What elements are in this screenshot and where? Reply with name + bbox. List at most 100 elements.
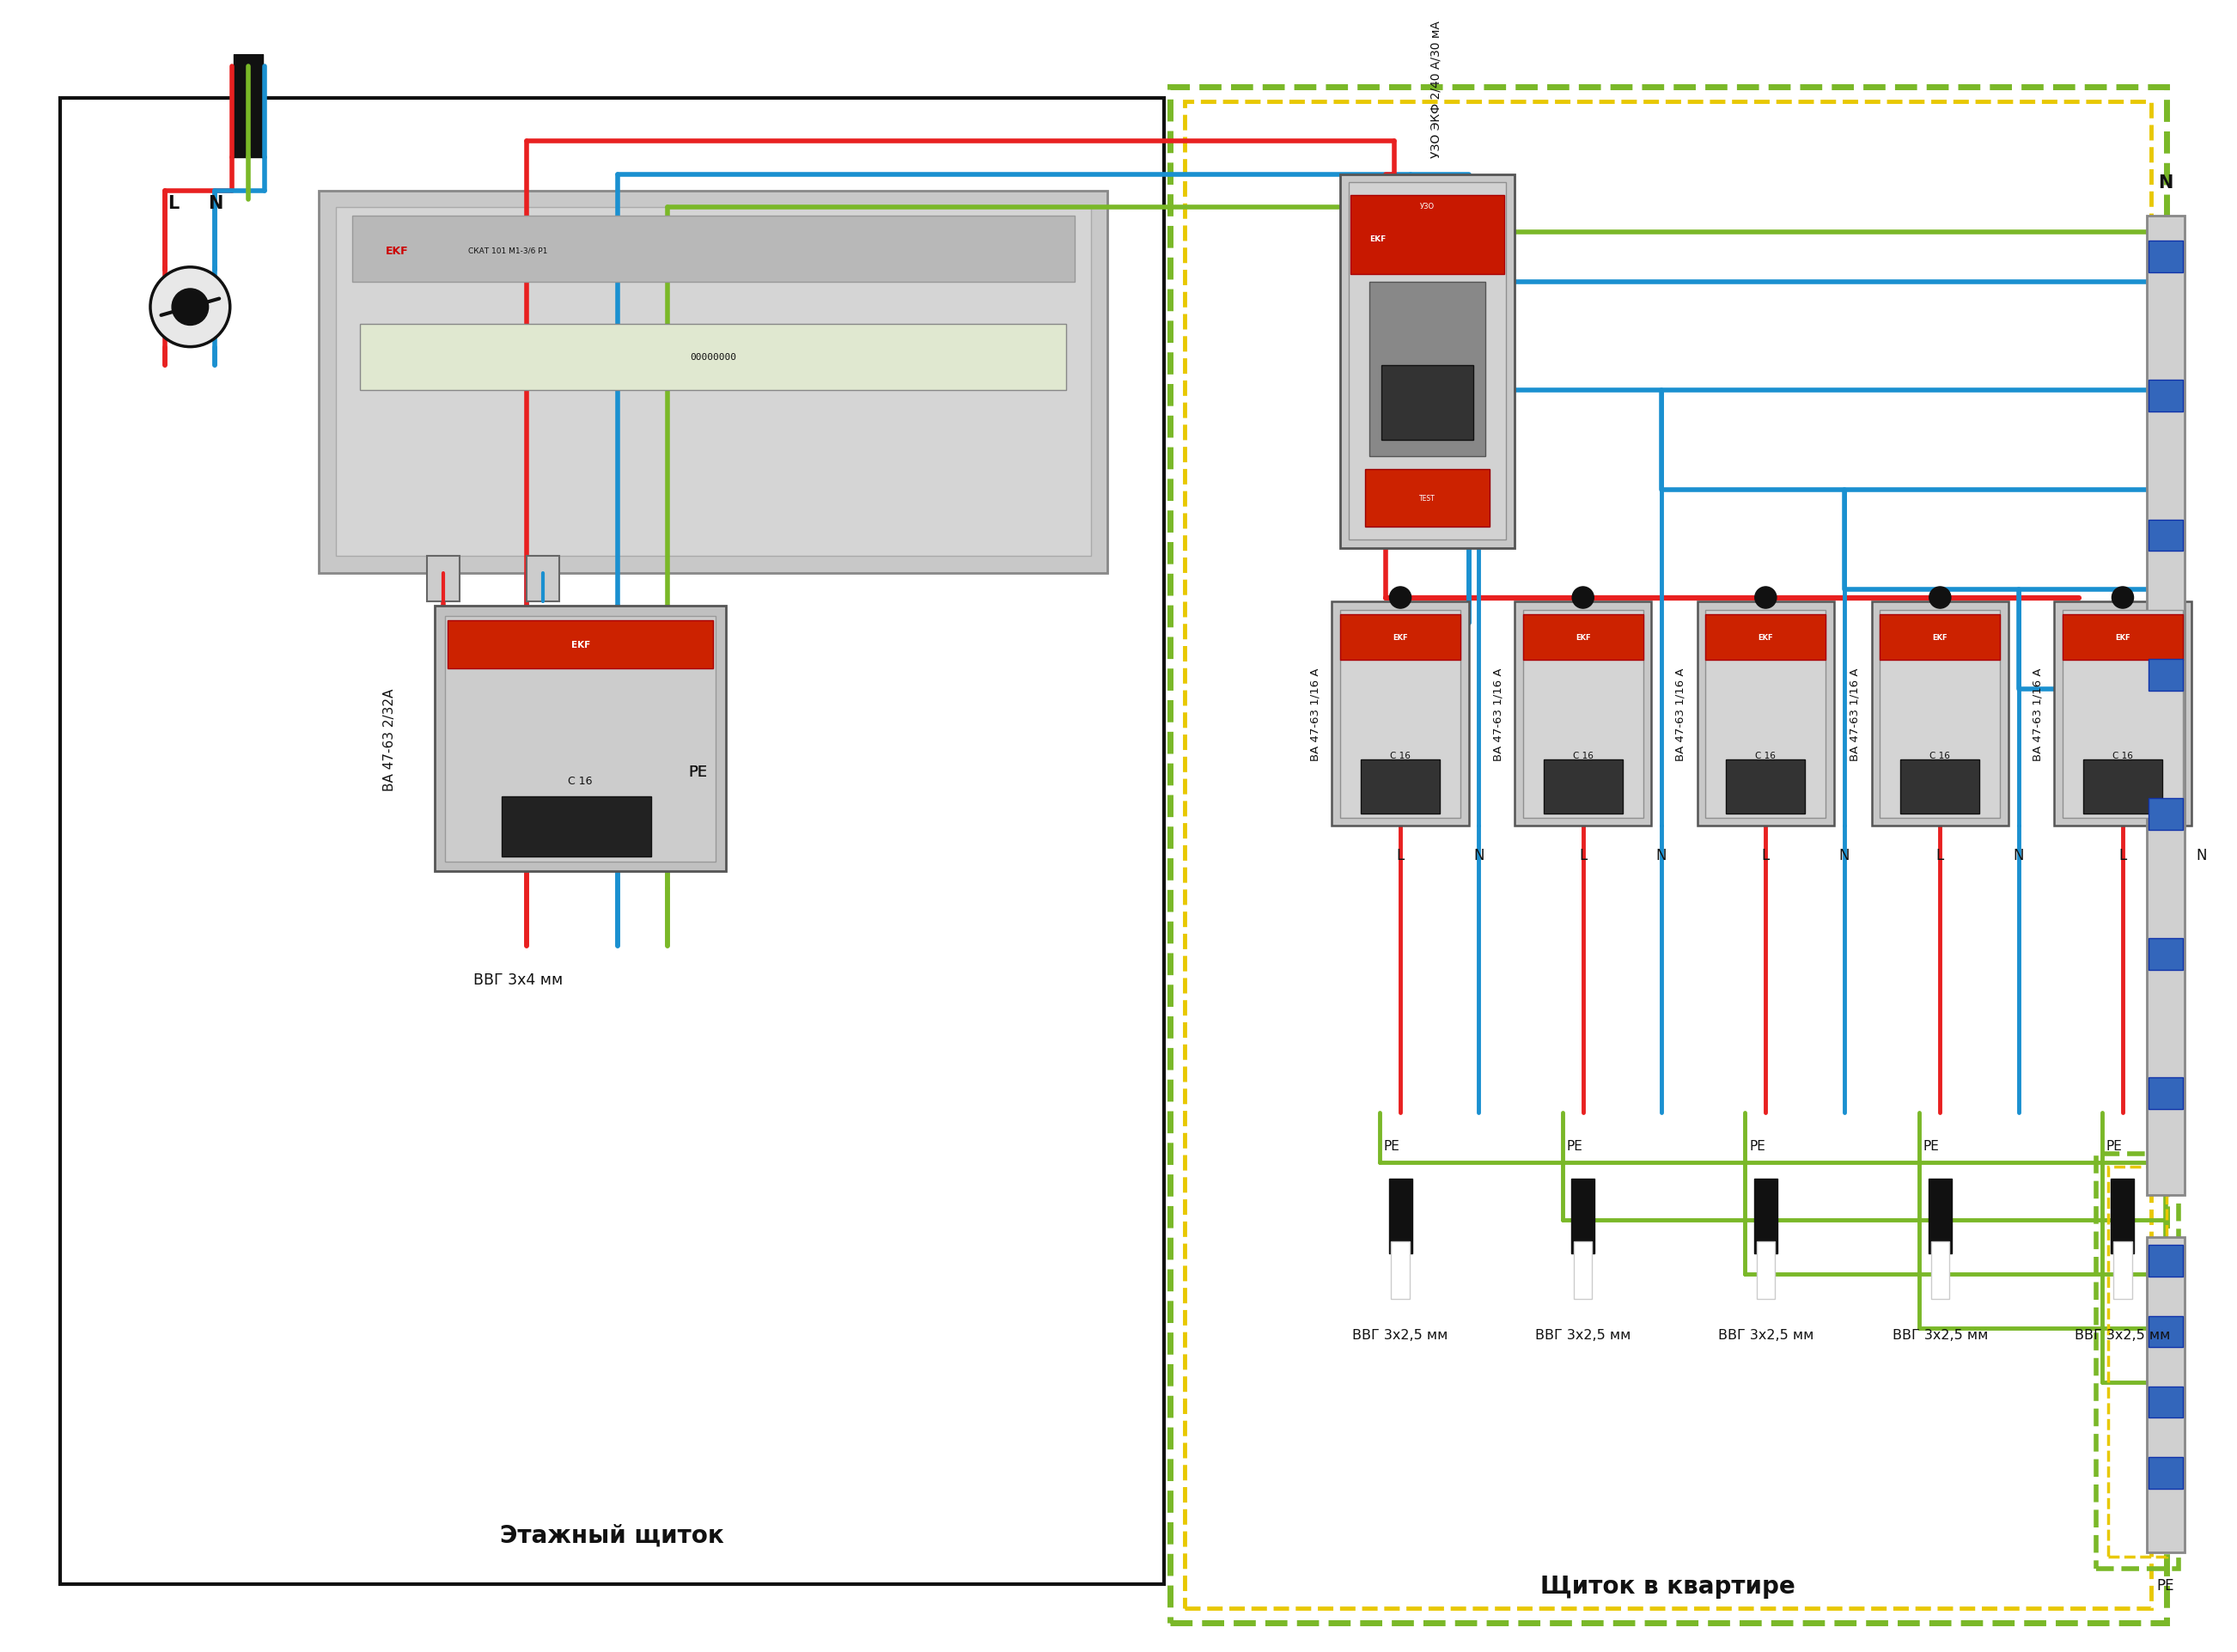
Bar — [1698, 603, 1834, 826]
Text: СКАТ 101 М1-3/6 Р1: СКАТ 101 М1-3/6 Р1 — [468, 248, 548, 254]
Text: ВВГ 3х2,5 мм: ВВГ 3х2,5 мм — [1535, 1328, 1631, 1341]
Bar — [2107, 1166, 2165, 1556]
Text: N: N — [1839, 847, 1850, 862]
Text: ВА 47-63 1/16 А: ВА 47-63 1/16 А — [1309, 667, 1320, 762]
Text: N: N — [208, 195, 221, 213]
Text: C 16: C 16 — [568, 775, 593, 786]
Circle shape — [1573, 586, 1593, 610]
Bar — [501, 798, 651, 857]
Text: PE: PE — [1749, 1140, 1765, 1151]
Bar — [1544, 760, 1622, 814]
Bar — [1331, 603, 1470, 826]
Bar — [1523, 615, 1644, 661]
Circle shape — [1389, 586, 1412, 610]
Text: ВА 47-63 1/16 А: ВА 47-63 1/16 А — [1492, 667, 1503, 762]
Bar — [2150, 1246, 2183, 1277]
Bar — [2150, 241, 2183, 273]
Bar — [1170, 88, 2165, 1622]
Bar — [1756, 1241, 1774, 1298]
Bar — [2148, 216, 2186, 1196]
Bar — [427, 557, 461, 603]
Text: L: L — [1935, 847, 1944, 862]
Bar — [445, 616, 716, 862]
Bar — [1365, 469, 1490, 527]
Bar — [1575, 1241, 1593, 1298]
Text: ВВГ 3х2,5 мм: ВВГ 3х2,5 мм — [2076, 1328, 2170, 1341]
Bar — [2150, 1317, 2183, 1348]
Bar — [2150, 520, 2183, 552]
Text: EKF: EKF — [1933, 634, 1948, 641]
Bar — [1389, 1180, 1412, 1254]
Text: Этажный щиток: Этажный щиток — [499, 1523, 725, 1546]
Text: TEST: TEST — [1418, 494, 1436, 502]
Bar — [1186, 102, 2152, 1607]
Bar — [2148, 1237, 2186, 1553]
Text: EKF: EKF — [2116, 634, 2130, 641]
Text: N: N — [1655, 847, 1667, 862]
Text: 00000000: 00000000 — [689, 354, 736, 362]
Bar — [2054, 603, 2192, 826]
Text: PE: PE — [689, 765, 707, 780]
Text: L: L — [168, 195, 179, 213]
Circle shape — [1928, 586, 1951, 610]
Text: L: L — [2118, 847, 2127, 862]
Bar — [1382, 365, 1472, 441]
Bar — [1570, 1180, 1595, 1254]
Bar — [2096, 1155, 2179, 1569]
Text: N: N — [2159, 173, 2172, 192]
Text: PE: PE — [2105, 1140, 2123, 1151]
Bar — [2150, 800, 2183, 831]
Text: EKF: EKF — [1369, 236, 1385, 243]
Bar — [1349, 183, 1506, 540]
Text: L: L — [1763, 847, 1769, 862]
Text: ВА 47-63 2/32А: ВА 47-63 2/32А — [383, 687, 396, 790]
Text: ВВГ 3х2,5 мм: ВВГ 3х2,5 мм — [1353, 1328, 1447, 1341]
Bar — [60, 99, 1163, 1584]
Bar — [2112, 1180, 2134, 1254]
Bar — [1879, 615, 2000, 661]
Bar — [1340, 611, 1461, 818]
Bar — [2150, 380, 2183, 411]
Text: ВА 47-63 1/16 А: ВА 47-63 1/16 А — [1850, 667, 1861, 762]
Bar — [1340, 175, 1514, 548]
Text: PE: PE — [1924, 1140, 1939, 1151]
Text: C 16: C 16 — [1573, 752, 1593, 760]
Text: PE: PE — [1566, 1140, 1582, 1151]
Bar — [1872, 603, 2009, 826]
Text: EKF: EKF — [1394, 634, 1407, 641]
Text: N: N — [2197, 847, 2206, 862]
Text: УЗО: УЗО — [1420, 203, 1434, 210]
Bar — [1391, 1241, 1409, 1298]
Circle shape — [150, 268, 230, 347]
Bar — [2114, 1241, 2132, 1298]
Bar — [351, 216, 1074, 282]
Text: ВА 47-63 1/16 А: ВА 47-63 1/16 А — [2031, 667, 2042, 762]
Text: L: L — [1579, 847, 1586, 862]
Text: C 16: C 16 — [1931, 752, 1951, 760]
Bar — [1369, 282, 1485, 458]
Circle shape — [172, 289, 208, 325]
Text: EKF: EKF — [570, 641, 591, 649]
Bar — [526, 557, 559, 603]
Text: PE: PE — [689, 765, 707, 780]
Bar — [320, 192, 1107, 573]
Bar — [1360, 760, 1441, 814]
Bar — [1523, 611, 1644, 818]
Text: C 16: C 16 — [2112, 752, 2132, 760]
Bar — [436, 606, 725, 872]
Circle shape — [1754, 586, 1776, 610]
Bar — [2150, 1386, 2183, 1417]
Text: L: L — [1396, 847, 1405, 862]
Bar — [2150, 1077, 2183, 1108]
Bar — [2150, 659, 2183, 691]
Text: C 16: C 16 — [1389, 752, 1412, 760]
Text: EKF: EKF — [1758, 634, 1774, 641]
Bar — [1351, 195, 1506, 274]
Text: Щиток в квартире: Щиток в квартире — [1541, 1574, 1796, 1597]
Bar — [233, 55, 264, 159]
Text: ВВГ 3х4 мм: ВВГ 3х4 мм — [474, 971, 564, 988]
Text: ВВГ 3х2,5 мм: ВВГ 3х2,5 мм — [1893, 1328, 1989, 1341]
Bar — [1705, 615, 1825, 661]
Bar — [1901, 760, 1980, 814]
Bar — [1931, 1241, 1948, 1298]
